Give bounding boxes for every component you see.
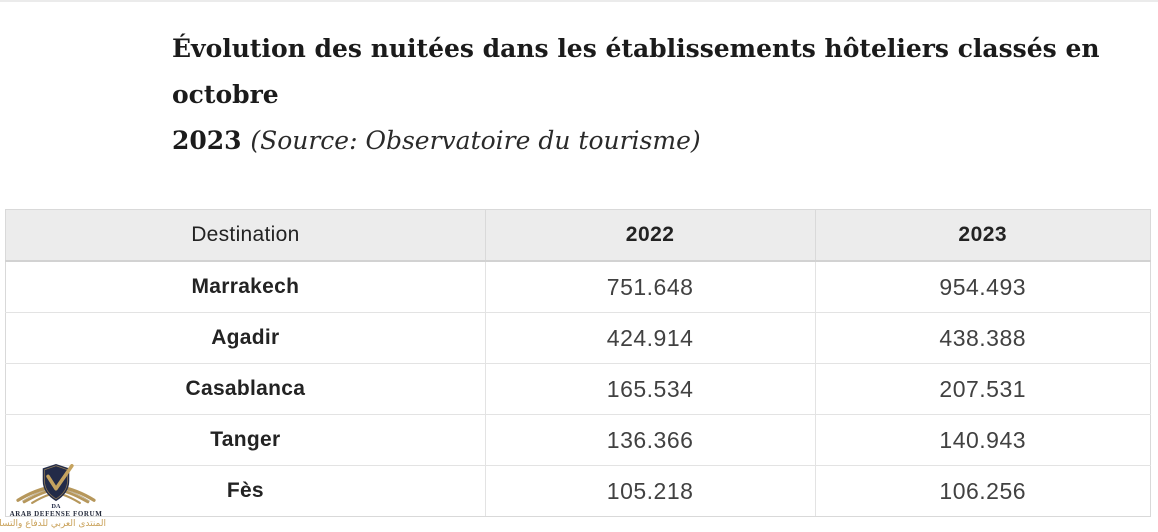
value-2023-cell: 140.943	[814, 414, 1151, 466]
value-2023-cell: 438.388	[814, 312, 1151, 364]
destination-cell: Fès	[5, 465, 486, 517]
page-title-year: 2023	[172, 126, 242, 155]
destination-cell: Tanger	[5, 414, 486, 466]
value-2022-cell: 105.218	[484, 465, 816, 517]
table-row-marrakech: Marrakech 751.648 954.493	[5, 260, 1151, 313]
value-2022-cell: 751.648	[484, 260, 816, 313]
value-2023-cell: 954.493	[814, 260, 1151, 313]
table-row-tanger: Tanger 136.366 140.943	[5, 414, 1151, 466]
hotel-nights-table: Destination 2022 2023 Marrakech 751.648 …	[5, 209, 1151, 517]
column-header-destination: Destination	[5, 209, 486, 262]
value-2023-cell: 106.256	[814, 465, 1151, 517]
value-2022-cell: 136.366	[484, 414, 816, 466]
value-2022-cell: 165.534	[484, 363, 816, 415]
destination-cell: Agadir	[5, 312, 486, 364]
column-header-2023: 2023	[814, 209, 1151, 262]
value-2023-cell: 207.531	[814, 363, 1151, 415]
table-row-fes: Fès 105.218 106.256	[5, 465, 1151, 517]
page-title-line2: 2023 (Source: Observatoire du tourisme)	[172, 118, 1112, 164]
table-row-agadir: Agadir 424.914 438.388	[5, 312, 1151, 364]
value-2022-cell: 424.914	[484, 312, 816, 364]
page-title-line1: Évolution des nuitées dans les établisse…	[172, 34, 1100, 109]
column-header-2022: 2022	[484, 209, 816, 262]
table-header-row: Destination 2022 2023	[5, 209, 1151, 262]
watermark-name-ar: المنتدى العربي للدفاع والتسليح	[0, 519, 106, 529]
page-title-source: (Source: Observatoire du tourisme)	[250, 126, 701, 155]
destination-cell: Casablanca	[5, 363, 486, 415]
table-row-casablanca: Casablanca 165.534 207.531	[5, 363, 1151, 415]
destination-cell: Marrakech	[5, 260, 486, 313]
page-title: Évolution des nuitées dans les établisse…	[172, 26, 1112, 164]
